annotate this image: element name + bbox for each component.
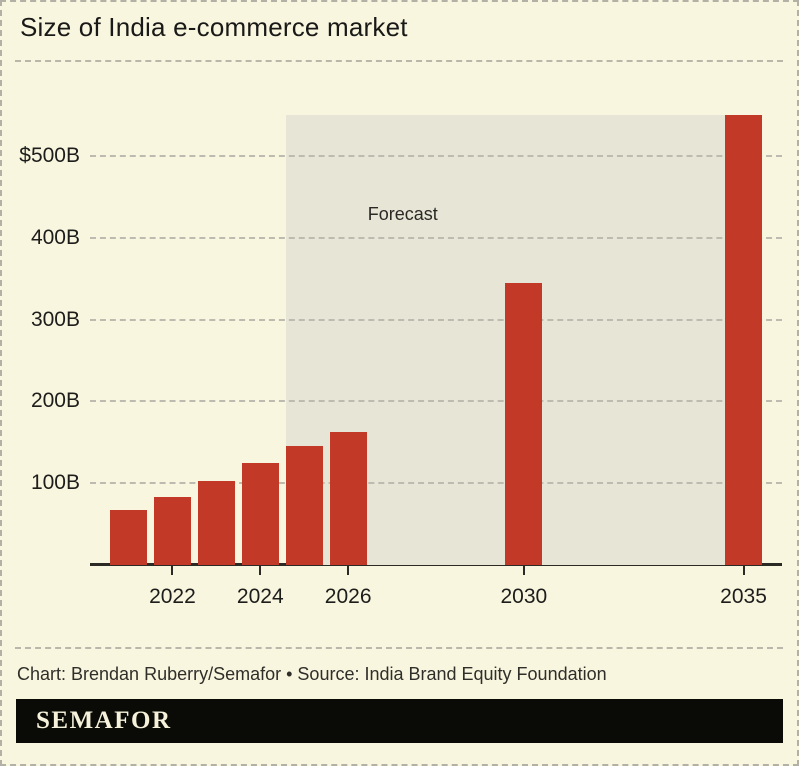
x-axis-label-2026: 2026 bbox=[324, 585, 372, 608]
bar-2025 bbox=[285, 446, 323, 565]
x-tick-2024 bbox=[259, 566, 262, 575]
semafor-logo: SEMAFOR bbox=[36, 707, 172, 734]
forecast-label: Forecast bbox=[367, 204, 438, 224]
y-axis-label-500: $500B bbox=[19, 143, 80, 167]
x-tick-2022 bbox=[171, 566, 174, 575]
x-tick-2035 bbox=[742, 566, 745, 575]
gridline-300 bbox=[90, 318, 782, 321]
gridline-100 bbox=[90, 482, 782, 485]
y-axis-label-400: 400B bbox=[30, 225, 80, 249]
chart-credit: Chart: Brendan Ruberry/Semafor • Source:… bbox=[17, 664, 607, 684]
chart-title: Size of India e-commerce market bbox=[20, 12, 408, 42]
x-axis-label-2030: 2030 bbox=[500, 585, 548, 608]
top-divider bbox=[15, 60, 783, 62]
x-axis-label-2035: 2035 bbox=[720, 585, 767, 608]
gridline-400 bbox=[90, 236, 782, 239]
bar-2024 bbox=[241, 462, 279, 565]
bar-2030 bbox=[505, 282, 543, 565]
x-axis-label-2024: 2024 bbox=[236, 585, 284, 608]
gridline-200 bbox=[90, 400, 782, 403]
bottom-divider bbox=[15, 647, 783, 649]
x-tick-2026 bbox=[347, 566, 350, 575]
bar-2021 bbox=[110, 510, 147, 565]
bar-2022 bbox=[153, 497, 191, 565]
semafor-logo-bar: SEMAFOR bbox=[16, 699, 783, 743]
y-axis-label-200: 200B bbox=[30, 389, 80, 413]
bar-2026 bbox=[329, 431, 367, 565]
x-axis-label-2022: 2022 bbox=[149, 585, 196, 608]
x-tick-2030 bbox=[522, 566, 525, 575]
gridline-500 bbox=[90, 154, 782, 157]
bar-2023 bbox=[197, 480, 235, 565]
bar-2035 bbox=[725, 115, 763, 565]
y-axis-label-100: 100B bbox=[30, 471, 80, 495]
y-axis-label-300: 300B bbox=[30, 307, 80, 331]
